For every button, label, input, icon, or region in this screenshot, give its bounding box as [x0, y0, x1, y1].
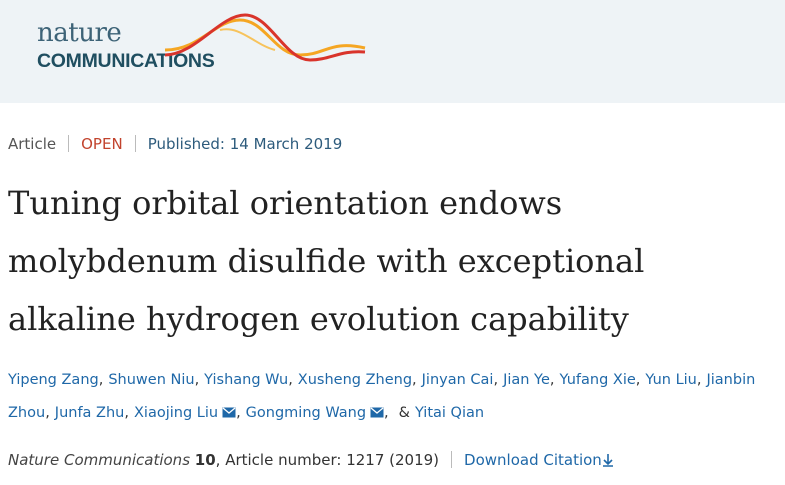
author: Yitai Qian [415, 405, 484, 421]
separator [68, 135, 70, 152]
author-name[interactable]: Gongming Wang [245, 405, 367, 421]
author-name[interactable]: Yun Liu [645, 372, 697, 388]
logo-text[interactable]: nature [37, 18, 122, 48]
author-list: Yipeng Zang Shuwen Niu Yishang Wu Xusheng Z… [8, 364, 785, 430]
author-name[interactable]: Shuwen Niu [108, 372, 195, 388]
author: Xiaojing Liu [134, 405, 246, 421]
author-name[interactable]: Xiaojing Liu [133, 405, 219, 421]
author: Gongming Wang [246, 405, 394, 421]
article-title: Tuning orbital orientation endows molybd… [8, 184, 645, 338]
download-icon[interactable] [602, 453, 614, 467]
author-name[interactable]: Jianbin Zhou [8, 372, 756, 421]
download-citation[interactable]: Download Citation [464, 451, 602, 469]
author-name[interactable]: Junfa Zhu [54, 405, 125, 421]
citation-details: , Article number: 1217 (2019) [215, 451, 440, 469]
author-name[interactable]: Jinyan Cai [421, 372, 494, 388]
site-header: nature COMMUNICATIONS [0, 0, 785, 103]
journal-name: Nature Communications [8, 451, 191, 469]
author-name[interactable]: Yipeng Zang [8, 372, 99, 388]
author-name[interactable]: Yishang Wu [204, 372, 289, 388]
author: Shuwen Niu [108, 372, 204, 388]
author: Yipeng Zang [8, 372, 108, 388]
volume: 10 [194, 451, 216, 469]
email-icon[interactable] [222, 407, 236, 418]
published-date: Published: 14 March 2019 [147, 135, 343, 153]
citation: Nature Communications 10, Article number… [8, 451, 614, 469]
author-name[interactable]: Yitai Qian [414, 405, 485, 421]
author: Yishang Wu [204, 372, 298, 388]
article-meta: Article OPEN Published: 14 March 2019 [8, 135, 342, 153]
author: Xusheng Zheng [298, 372, 422, 388]
logo-wave [164, 13, 366, 62]
author-conjunction: & [398, 405, 410, 421]
author: Junfa Zhu [55, 405, 134, 421]
author-name[interactable]: Yufang Xie [559, 372, 636, 388]
email-icon[interactable] [370, 407, 384, 418]
article-type: Article [8, 135, 57, 153]
author: Jian Ye [503, 372, 559, 388]
author-name[interactable]: Xusheng Zheng [297, 372, 413, 388]
author: Jinyan Cai [422, 372, 503, 388]
author: Yun Liu [645, 372, 706, 388]
access-label: OPEN [81, 135, 123, 153]
separator [134, 135, 136, 152]
separator [451, 451, 453, 468]
author: Yufang Xie [560, 372, 646, 388]
author-name[interactable]: Jian Ye [503, 372, 550, 388]
